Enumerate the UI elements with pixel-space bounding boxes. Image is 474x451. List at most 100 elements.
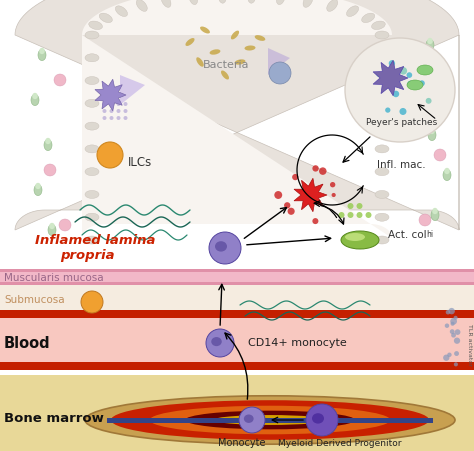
Circle shape <box>109 109 113 113</box>
Ellipse shape <box>362 13 375 23</box>
Polygon shape <box>294 178 327 212</box>
Text: Bacteria: Bacteria <box>203 60 249 70</box>
Ellipse shape <box>185 411 355 429</box>
Ellipse shape <box>85 190 99 198</box>
Ellipse shape <box>189 0 198 5</box>
Circle shape <box>209 232 241 264</box>
Circle shape <box>81 291 103 313</box>
Ellipse shape <box>444 168 450 174</box>
Circle shape <box>400 108 407 115</box>
Circle shape <box>419 214 431 226</box>
Ellipse shape <box>327 0 337 11</box>
Bar <box>0 315 474 370</box>
Circle shape <box>284 202 291 208</box>
Ellipse shape <box>48 225 56 235</box>
Polygon shape <box>82 0 392 238</box>
Bar <box>0 270 474 285</box>
Circle shape <box>445 323 449 328</box>
Ellipse shape <box>221 70 229 79</box>
Ellipse shape <box>85 236 99 244</box>
Bar <box>0 0 474 270</box>
Circle shape <box>385 107 391 113</box>
Ellipse shape <box>85 145 99 153</box>
Text: Muscularis mucosa: Muscularis mucosa <box>4 273 104 283</box>
Ellipse shape <box>341 231 379 249</box>
Circle shape <box>451 333 456 338</box>
Circle shape <box>109 116 113 120</box>
Bar <box>0 362 474 370</box>
Circle shape <box>450 318 457 325</box>
Bar <box>107 418 433 423</box>
Ellipse shape <box>375 31 389 39</box>
Ellipse shape <box>245 46 255 51</box>
Ellipse shape <box>32 93 38 99</box>
Circle shape <box>407 72 412 78</box>
Ellipse shape <box>99 13 112 23</box>
Circle shape <box>109 102 113 106</box>
Text: hi: hi <box>426 230 433 239</box>
Ellipse shape <box>85 168 99 176</box>
Circle shape <box>454 362 458 366</box>
Circle shape <box>454 351 459 356</box>
Circle shape <box>117 116 120 120</box>
Text: Infl. mac.: Infl. mac. <box>377 160 426 170</box>
Circle shape <box>356 212 363 218</box>
Circle shape <box>400 67 407 74</box>
Circle shape <box>124 109 128 113</box>
Ellipse shape <box>45 138 51 144</box>
Ellipse shape <box>38 50 46 60</box>
Circle shape <box>356 203 363 209</box>
Bar <box>0 310 474 318</box>
Circle shape <box>124 102 128 106</box>
Circle shape <box>117 109 120 113</box>
Text: Myeloid Derived Progenitor: Myeloid Derived Progenitor <box>278 438 402 447</box>
Ellipse shape <box>35 183 41 189</box>
Polygon shape <box>373 60 408 96</box>
Ellipse shape <box>39 48 45 54</box>
Ellipse shape <box>432 208 438 214</box>
Circle shape <box>392 91 399 97</box>
Circle shape <box>443 354 449 361</box>
Ellipse shape <box>210 49 220 55</box>
Text: Bone marrow: Bone marrow <box>4 411 104 424</box>
Ellipse shape <box>85 99 99 107</box>
Ellipse shape <box>443 170 451 180</box>
Bar <box>0 269 474 272</box>
Circle shape <box>386 71 393 78</box>
Text: Monocyte: Monocyte <box>218 438 266 448</box>
Ellipse shape <box>431 209 439 221</box>
Ellipse shape <box>218 0 226 3</box>
Circle shape <box>97 142 123 168</box>
Ellipse shape <box>231 31 239 39</box>
Circle shape <box>407 81 414 87</box>
Ellipse shape <box>375 99 389 107</box>
Circle shape <box>312 218 319 224</box>
Circle shape <box>292 174 299 180</box>
Circle shape <box>446 310 450 314</box>
Circle shape <box>332 193 336 197</box>
Text: propria: propria <box>60 249 115 262</box>
Bar <box>0 375 474 451</box>
Circle shape <box>338 212 345 218</box>
Ellipse shape <box>407 80 423 90</box>
Text: TLR activator: TLR activator <box>467 324 473 366</box>
Ellipse shape <box>375 190 389 198</box>
Ellipse shape <box>346 6 359 17</box>
Circle shape <box>102 102 107 106</box>
Ellipse shape <box>375 122 389 130</box>
Bar <box>0 285 474 315</box>
Ellipse shape <box>276 0 285 5</box>
Ellipse shape <box>372 21 385 30</box>
Ellipse shape <box>427 38 433 44</box>
Polygon shape <box>268 48 290 75</box>
Ellipse shape <box>111 400 429 440</box>
Circle shape <box>454 337 460 344</box>
Ellipse shape <box>442 83 448 89</box>
Ellipse shape <box>34 184 42 196</box>
Polygon shape <box>95 79 126 111</box>
Ellipse shape <box>345 233 365 241</box>
Ellipse shape <box>244 414 254 423</box>
Ellipse shape <box>235 60 246 64</box>
Circle shape <box>59 219 71 231</box>
Circle shape <box>455 329 460 335</box>
